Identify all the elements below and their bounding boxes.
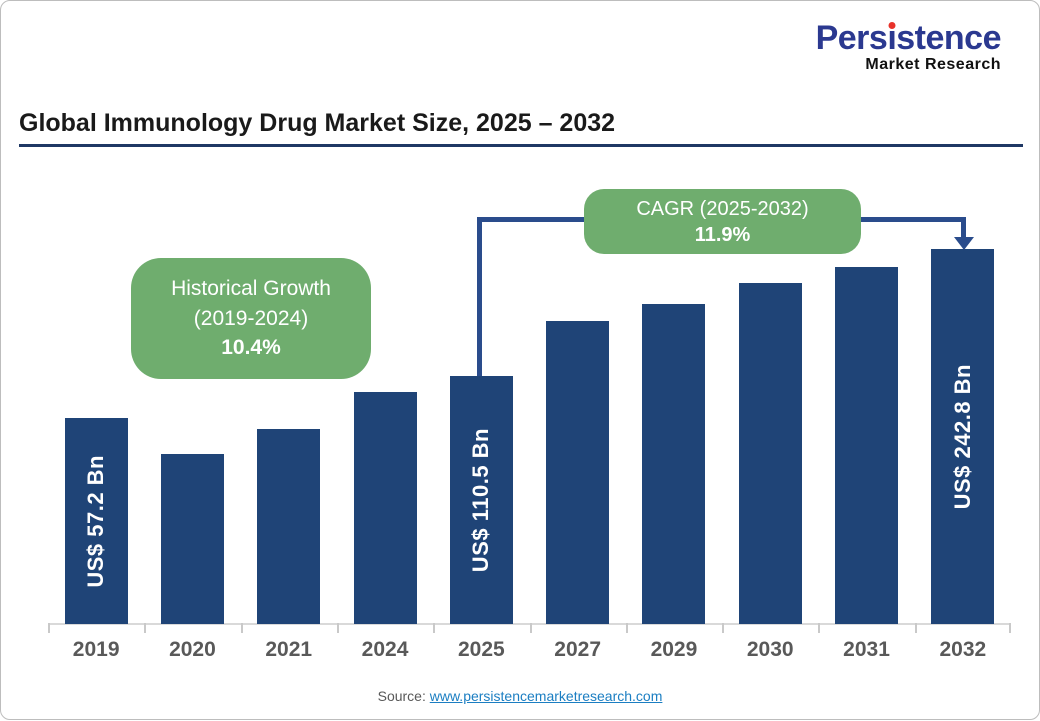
source-line: Source: www.persistencemarketresearch.co…	[1, 688, 1039, 704]
x-tick-label-2031: 2031	[843, 638, 890, 661]
connector-line-2032	[961, 217, 966, 239]
logo: Persıstence Market Research	[815, 19, 1002, 73]
bar-2030	[738, 283, 802, 624]
x-axis-tick	[240, 623, 243, 633]
x-tick-label-2021: 2021	[265, 638, 313, 661]
x-tick-label-2019: 2019	[72, 638, 120, 661]
source-link[interactable]: www.persistencemarketresearch.com	[429, 688, 663, 704]
logo-text-right: stence	[896, 19, 1001, 57]
logo-text-left: Pers	[815, 19, 888, 57]
cagr-callout: CAGR (2025-2032) 11.9%	[584, 189, 861, 254]
x-axis-tick	[529, 623, 532, 633]
source-label: Source:	[377, 688, 426, 704]
x-axis-tick	[625, 623, 628, 633]
x-tick-label-2024: 2024	[361, 638, 409, 661]
bar-2021	[257, 429, 321, 624]
cagr-value: 11.9%	[694, 223, 751, 246]
bar-2020	[160, 454, 224, 624]
title-underline	[19, 144, 1023, 147]
historical-growth-line2: (2019-2024)	[193, 306, 309, 330]
arrow-down-icon	[954, 237, 974, 250]
x-axis-tick	[336, 623, 339, 633]
bar-2019: US$ 57.2 Bn	[64, 418, 128, 624]
cagr-line1: CAGR (2025-2032)	[636, 197, 809, 220]
logo-i-dot: ı	[887, 19, 897, 57]
connector-line-2025	[477, 217, 482, 376]
logo-subtitle: Market Research	[865, 56, 1001, 73]
logo-wordmark: Persıstence	[815, 19, 1002, 57]
bar-2029	[642, 304, 706, 624]
historical-growth-line1: Historical Growth	[171, 277, 331, 301]
bar-2024	[353, 392, 417, 624]
x-axis-tick	[433, 623, 436, 633]
bar-2032: US$ 242.8 Bn	[931, 249, 995, 624]
x-tick-label-2032: 2032	[939, 638, 987, 661]
historical-growth-value: 10.4%	[221, 336, 281, 360]
x-tick-label-2020: 2020	[169, 638, 216, 661]
x-tick-label-2025: 2025	[457, 638, 505, 661]
historical-growth-callout: Historical Growth (2019-2024) 10.4%	[131, 258, 371, 379]
x-axis-tick	[1009, 623, 1011, 633]
x-axis-tick	[818, 623, 821, 633]
bar-2027	[546, 321, 610, 624]
x-tick-label-2027: 2027	[554, 638, 601, 661]
x-axis-tick	[722, 623, 725, 633]
x-axis-tick	[914, 623, 917, 633]
page-title: Global Immunology Drug Market Size, 2025…	[19, 109, 616, 137]
bar-value-label-2032: US$ 242.8 Bn	[949, 363, 975, 510]
bar-2025: US$ 110.5 Bn	[449, 376, 513, 624]
bar-value-label-2025: US$ 110.5 Bn	[468, 427, 494, 573]
x-tick-label-2030: 2030	[746, 638, 794, 661]
x-axis-tick	[48, 623, 50, 633]
bar-2031	[835, 267, 899, 624]
x-axis-tick	[144, 623, 147, 633]
bar-value-label-2019: US$ 57.2 Bn	[83, 454, 109, 588]
x-tick-label-2029: 2029	[650, 638, 698, 661]
